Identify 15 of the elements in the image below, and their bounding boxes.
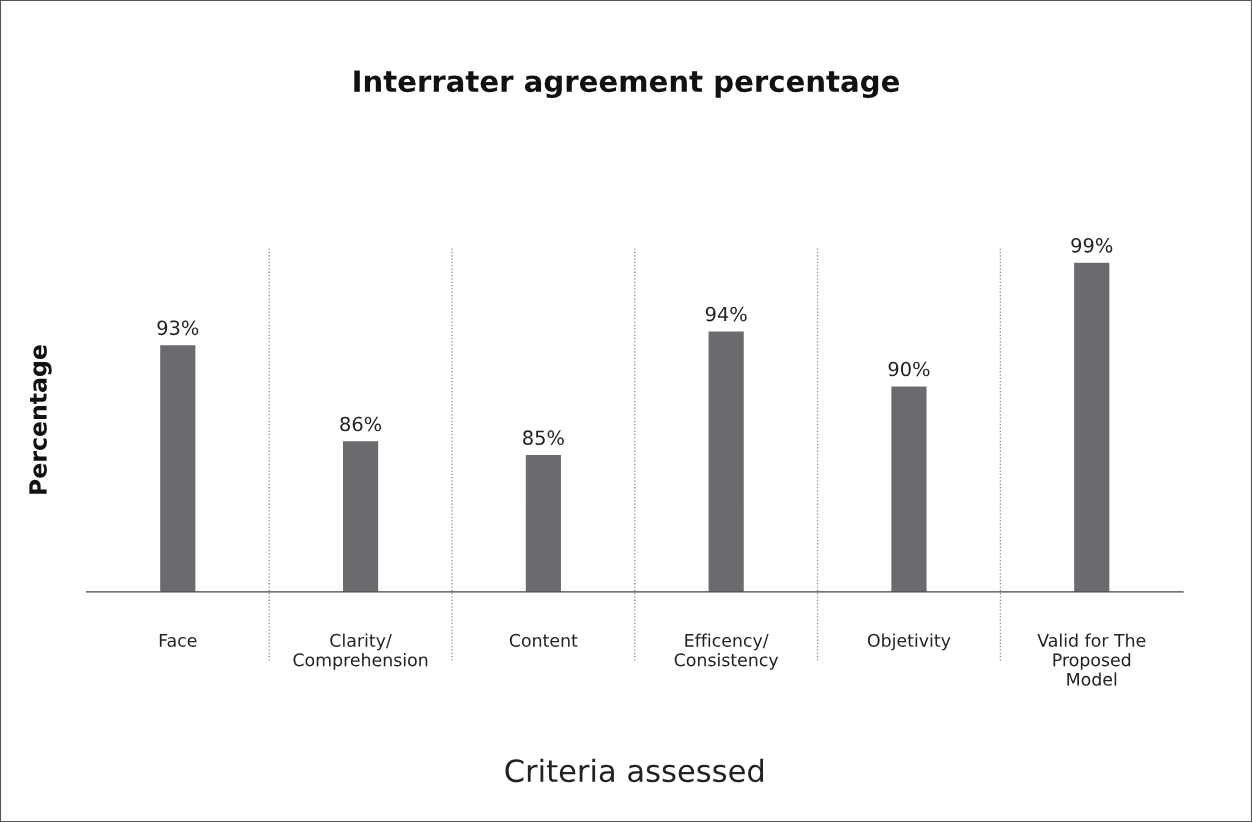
data-label: 99% <box>1071 237 1113 253</box>
data-label: 86% <box>340 416 382 432</box>
data-label: 85% <box>523 430 564 446</box>
x-tick-label: Content <box>509 633 578 647</box>
x-tick-label: Valid for The Proposed Model <box>1037 633 1146 686</box>
x-tick-label: Objetivity <box>867 633 951 651</box>
chart-title: Interrater agreement percentage <box>354 70 899 99</box>
x-tick-label: Clarity/ Comprehension <box>293 633 428 670</box>
data-label: 90% <box>888 361 930 377</box>
data-label: 94% <box>705 306 747 322</box>
y-axis-title: Percentage <box>29 345 52 494</box>
data-label: 93% <box>157 320 199 336</box>
x-axis-title: Criteria assessed <box>505 758 764 783</box>
x-tick-label: Efficency/ Consistency <box>674 633 779 670</box>
x-tick-label: Face <box>159 634 197 647</box>
